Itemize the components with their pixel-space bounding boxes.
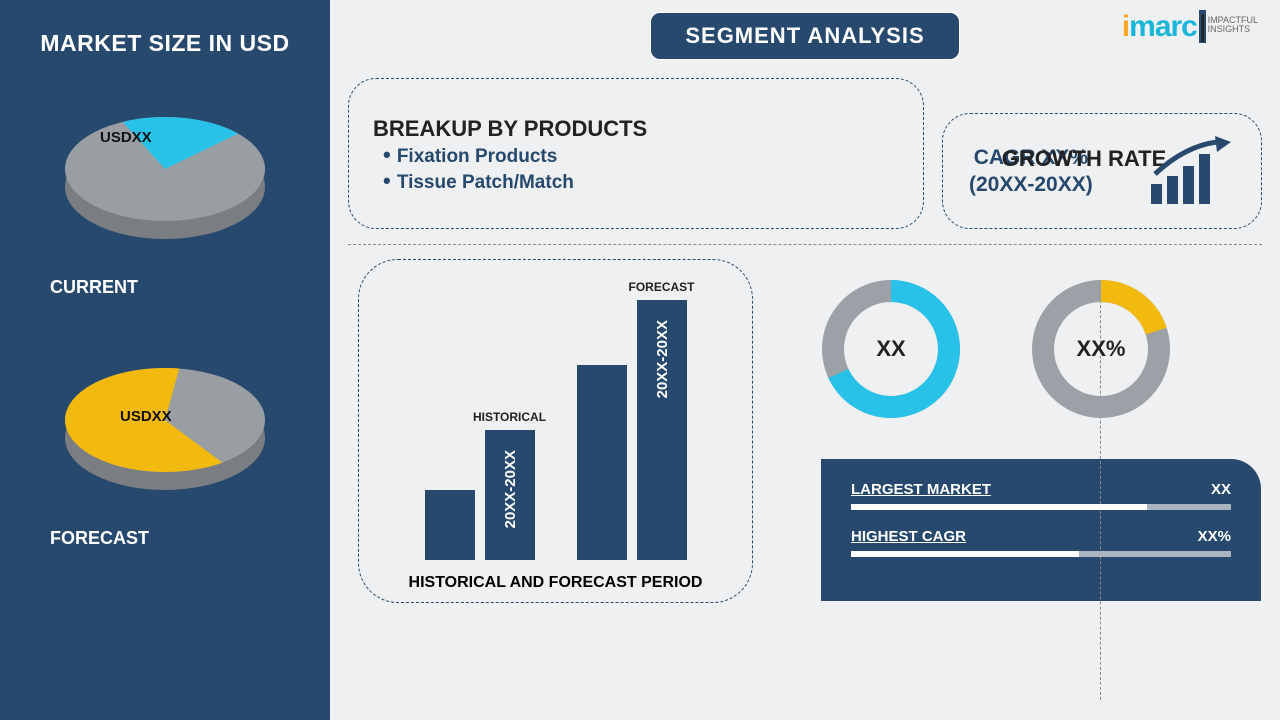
stat-label: HIGHEST CAGR bbox=[851, 528, 966, 545]
breakup-item: Fixation Products bbox=[383, 142, 899, 168]
stat-label: LARGEST MARKET bbox=[851, 481, 991, 498]
bar: HISTORICAL20XX-20XX bbox=[485, 430, 535, 560]
breakup-box: BREAKUP BY PRODUCTS Fixation ProductsTis… bbox=[348, 78, 924, 229]
pie-chart: USDXX bbox=[50, 87, 280, 267]
bar-period-label: 20XX-20XX bbox=[502, 450, 519, 528]
pie-chart: USDXX bbox=[50, 338, 280, 518]
stats-panel: LARGEST MARKET XX HIGHEST CAGR XX% bbox=[821, 459, 1261, 601]
page-title: SEGMENT ANALYSIS bbox=[650, 12, 959, 60]
horizontal-divider bbox=[348, 244, 1262, 245]
growth-chart-icon bbox=[1145, 136, 1235, 206]
stat-bar bbox=[851, 504, 1231, 510]
historical-forecast-box: HISTORICAL20XX-20XXFORECAST20XX-20XX HIS… bbox=[358, 259, 753, 603]
sidebar-title: MARKET SIZE IN USD bbox=[40, 30, 289, 57]
imarc-logo: imarc|IMPACTFULINSIGHTS bbox=[1122, 10, 1258, 44]
bar-chart: HISTORICAL20XX-20XXFORECAST20XX-20XX bbox=[383, 280, 728, 560]
bar-period-label: 20XX-20XX bbox=[654, 320, 671, 398]
donut-value: XX% bbox=[1077, 336, 1126, 362]
bar bbox=[577, 365, 627, 560]
bar-group: HISTORICAL20XX-20XX bbox=[425, 430, 535, 560]
stat-bar bbox=[851, 551, 1231, 557]
bar-top-label: HISTORICAL bbox=[473, 410, 546, 424]
main-area: imarc|IMPACTFULINSIGHTS SEGMENT ANALYSIS… bbox=[330, 0, 1280, 720]
stat-row: LARGEST MARKET XX bbox=[851, 481, 1231, 510]
donut-chart: XX bbox=[821, 279, 961, 419]
pie-caption: FORECAST bbox=[50, 528, 280, 549]
bar: FORECAST20XX-20XX bbox=[637, 300, 687, 560]
stat-value: XX bbox=[1211, 481, 1231, 498]
bar-group: FORECAST20XX-20XX bbox=[577, 300, 687, 560]
breakup-list: Fixation ProductsTissue Patch/Match bbox=[373, 142, 899, 194]
breakup-item: Tissue Patch/Match bbox=[383, 168, 899, 194]
donut-value: XX bbox=[876, 336, 905, 362]
pie-value-label: USDXX bbox=[100, 129, 152, 146]
bar bbox=[425, 490, 475, 560]
stat-value: XX% bbox=[1198, 528, 1231, 545]
stat-row: HIGHEST CAGR XX% bbox=[851, 528, 1231, 557]
pie-caption: CURRENT bbox=[50, 277, 280, 298]
donut-charts: XX XX% bbox=[821, 279, 1262, 419]
cagr-period: (20XX-20XX) bbox=[969, 171, 1093, 198]
bar-top-label: FORECAST bbox=[629, 280, 695, 294]
breakup-heading: BREAKUP BY PRODUCTS bbox=[365, 116, 655, 142]
market-size-sidebar: MARKET SIZE IN USD USDXX CURRENT USDXX FOR… bbox=[0, 0, 330, 720]
historical-caption: HISTORICAL AND FORECAST PERIOD bbox=[383, 574, 728, 592]
pie-value-label: USDXX bbox=[120, 408, 172, 425]
donut-chart: XX% bbox=[1031, 279, 1171, 419]
